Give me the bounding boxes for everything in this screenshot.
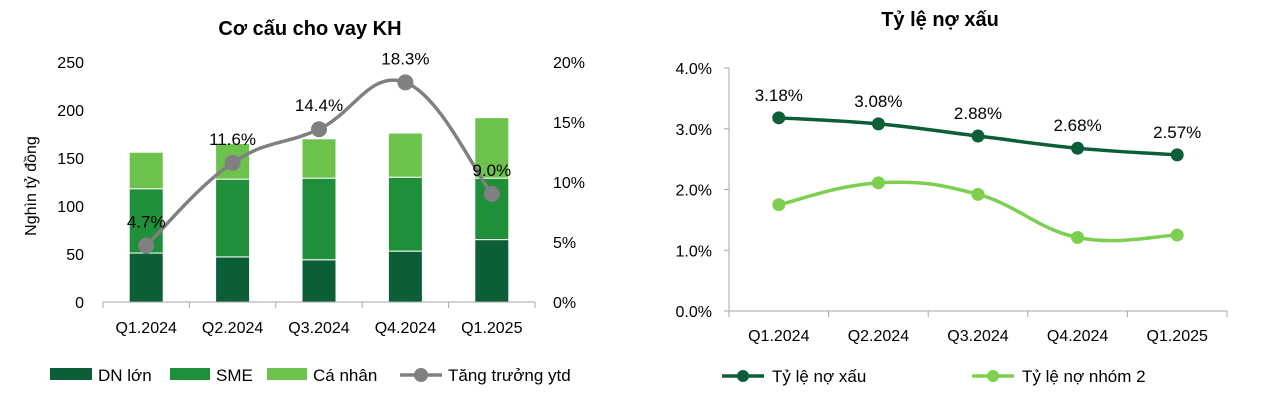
legend-swatch [170,368,210,380]
y-tick-label: 100 [57,199,84,216]
x-tick-label: Q1.2025 [461,320,522,337]
group2-point [1071,230,1085,244]
npl-ratio-chart: Tỷ lệ nợ xấu 0.0% 1.0% 2.0% 3.0% 4.0% Q1.2024… [676,9,1228,386]
legend-label: Tăng trưởng ytd [448,366,571,385]
growth-data-label: 11.6% [209,130,256,149]
loan-structure-chart: Cơ cấu cho vay KH Nghìn tỷ đồng 4.7% 11.6… [23,18,585,385]
y-tick-label: 4.0% [676,61,712,78]
y-tick-label: 50 [66,247,84,264]
y2-tick-label: 10% [553,175,585,192]
bar-segment [301,259,337,303]
y-tick-label: 150 [57,151,84,168]
bar-segment [474,117,510,179]
legend-swatch [50,368,92,380]
chart-title: Tỷ lệ nợ xấu [881,9,999,31]
x-tick-label: Q4.2024 [375,320,436,337]
growth-data-label: 14.4% [295,96,343,115]
y-axis-label: Nghìn tỷ đồng [23,136,40,236]
y2-tick-label: 15% [553,115,585,132]
y-tick-label: 1.0% [676,243,712,260]
x-tick-label: Q4.2024 [1047,328,1108,345]
growth-point [397,74,414,91]
x-tick-label: Q3.2024 [288,320,349,337]
legend-label: Tỷ lệ nợ xấu [772,367,866,386]
bar-segment [387,132,423,178]
legend-swatch [267,368,307,380]
bar-segment [387,250,423,303]
y-tick-label: 2.0% [676,183,712,200]
npl-point [772,111,786,125]
legend-swatch-marker [987,370,999,382]
x-tick-label: Q2.2024 [848,328,909,345]
bar-segment [474,239,510,303]
x-tick-label: Q1.2024 [748,328,809,345]
growth-point [311,121,327,138]
x-tick-label: Q2.2024 [202,320,263,337]
y-tick-label: 200 [57,103,84,120]
npl-data-label: 3.18% [755,86,803,105]
y-tick-label: 3.0% [676,122,712,139]
group2-point [772,198,786,212]
legend-label: DN lớn [98,366,152,385]
legend-label: SME [216,366,253,385]
bar-segment [301,177,337,261]
x-tick-label: Q1.2025 [1147,328,1208,345]
growth-point [224,154,241,171]
bar-segment [128,151,164,190]
bar-segment [387,176,423,252]
group2-point [871,176,885,190]
x-tick-label: Q3.2024 [947,328,1008,345]
y-tick-label: 0.0% [676,304,712,321]
npl-data-label: 2.88% [954,104,1002,123]
growth-line [144,78,494,247]
chart-title: Cơ cấu cho vay KH [218,18,401,40]
legend-label: Cá nhân [313,366,377,385]
growth-data-label: 9.0% [472,161,511,180]
growth-data-label: 4.7% [127,213,166,232]
legend-label: Tỷ lệ nợ nhóm 2 [1022,367,1146,386]
y-tick-label: 250 [57,55,84,72]
bar-segment [215,178,251,258]
bar-segment [128,252,164,303]
growth-point [138,237,155,254]
y2-tick-label: 0% [553,295,576,312]
y2-tick-label: 5% [553,235,576,252]
x-tick-label: Q1.2024 [116,320,177,337]
npl-point [971,129,985,143]
group2-point [971,187,985,201]
bar-segment [301,138,337,179]
npl-point [871,117,885,131]
npl-point [1071,141,1085,155]
npl-point [1170,148,1184,162]
y-tick-label: 0 [75,295,84,312]
group2-point [1170,228,1184,242]
npl-data-label: 3.08% [854,92,902,111]
growth-data-label: 18.3% [381,49,429,68]
growth-point [483,186,500,202]
npl-data-label: 2.57% [1153,123,1201,142]
y2-tick-label: 20% [553,55,585,72]
legend-swatch-marker [737,370,749,382]
bar-segment [215,256,251,303]
npl-data-label: 2.68% [1053,116,1101,135]
legend-swatch-marker [414,368,428,382]
